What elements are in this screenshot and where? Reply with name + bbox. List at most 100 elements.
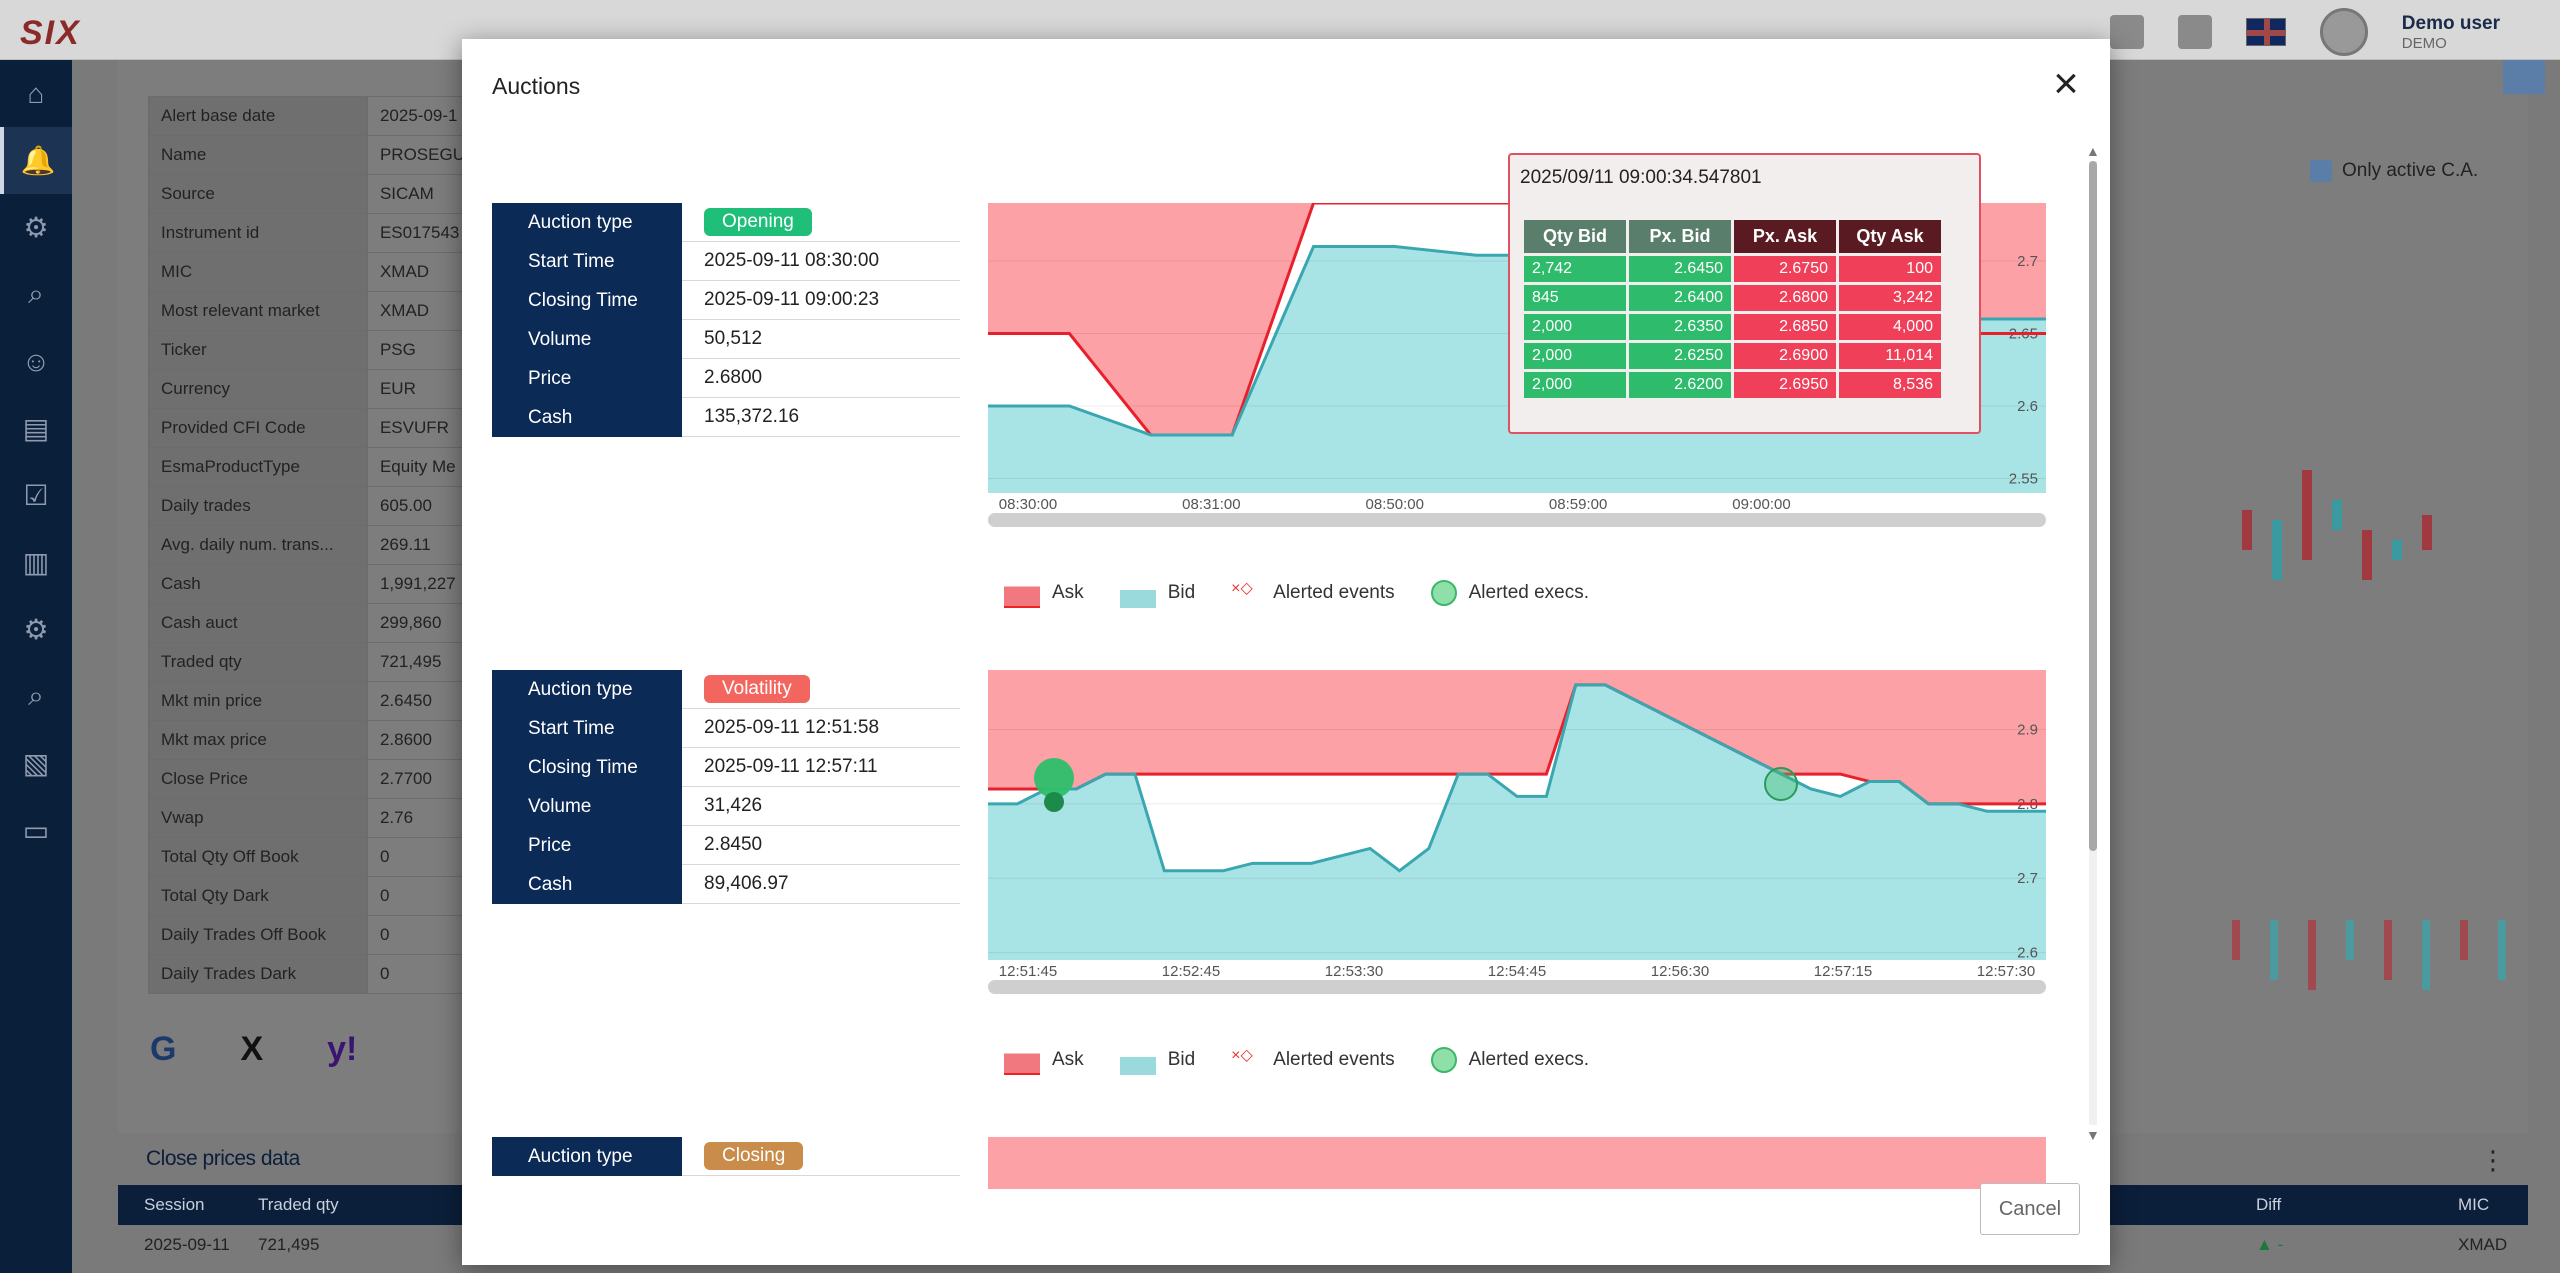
chart-legend: Ask Bid ×◇ Alerted events Alerted execs. [1004,578,1625,608]
home-icon[interactable]: ⌂ [27,77,45,109]
legend-bid[interactable]: Bid [1119,578,1196,608]
documents-icon[interactable] [2109,15,2144,49]
volume-bar [2346,920,2354,960]
modal-scrollbar[interactable]: ▲ ▼ [2086,143,2100,1143]
legend-ask[interactable]: Ask [1004,1045,1084,1075]
field-value: 2.6450 [366,681,479,721]
table-row: Cash 1,991,227 [148,564,479,604]
field-label: Daily Trades Off Book [148,915,368,955]
chart-legend: Ask Bid ×◇ Alerted events Alerted execs. [1004,1045,1625,1075]
bar-chart-icon[interactable]: ▥ [22,547,50,578]
legend-bid-label: Bid [1167,1049,1196,1070]
cash-value: 135,372.16 [682,398,960,437]
candle [2392,540,2402,560]
tooltip-header: Px. Bid [1629,220,1731,253]
tooltip-cell: 2.6450 [1629,256,1731,282]
yahoo-icon[interactable]: y! [327,1030,358,1068]
x-tick-label: 12:57:30 [1977,963,2035,980]
volume-value: 31,426 [682,787,960,826]
x-tick-label: 08:59:00 [1549,496,1607,513]
field-value: 2.76 [366,798,479,838]
label-closing-time: Closing Time [492,281,682,320]
cell-traded-qty: 721,495 [258,1235,320,1254]
expand-icon[interactable] [2503,60,2545,94]
volume-bar [2460,920,2468,960]
alerts-icon[interactable]: 🔔 [0,127,72,194]
alerted-execs-icon [1430,580,1457,606]
auction-chart-volatility[interactable]: 2.6 2.7 2.8 2.9 12:51:45 12:52:45 12:53:30 12:5… [988,670,2046,1000]
label-start-time: Start Time [492,709,682,748]
y-tick-label: 2.7 [2017,253,2038,270]
x-tick-label: 08:50:00 [1366,496,1424,513]
monitor-chart-icon[interactable]: ▭ [22,815,50,846]
column-header-diff[interactable]: Diff [2256,1195,2282,1214]
bid-line [988,683,2046,873]
apps-grid-icon[interactable] [2177,15,2212,49]
table-row: Daily Trades Dark 0 [148,954,479,994]
alerted-execs-icon [1430,1047,1457,1073]
document-icon[interactable]: ▤ [22,413,50,444]
field-label: Source [148,174,368,214]
google-icon[interactable]: G [150,1030,177,1068]
x-icon[interactable]: X [240,1030,264,1068]
legend-bid[interactable]: Bid [1119,1045,1196,1075]
column-header-mic[interactable]: MIC [2458,1195,2490,1214]
checklist-icon[interactable]: ☑ [23,480,49,511]
volume-bar [2270,920,2278,980]
auction-chart-closing[interactable] [988,1137,2046,1189]
legend-alerted-execs[interactable]: Alerted execs. [1430,580,1589,606]
table-row[interactable]: 2025-09-11 721,495 ▲ - XMAD [118,1225,2528,1265]
column-header-session[interactable]: Session [144,1195,205,1214]
field-value: XMAD [366,252,479,292]
volume-value: 50,512 [682,320,960,359]
user-info[interactable]: Demo user DEMO [2402,13,2500,52]
chart-search-icon[interactable]: ⌕ [28,680,44,711]
legend-alerted-execs[interactable]: Alerted execs. [1430,1047,1589,1073]
tooltip-header: Qty Bid [1524,220,1626,253]
alert-details-table: Alert base date 2025-09-1 Name PROSEGU Sourc… [148,96,479,994]
field-label: Total Qty Dark [148,876,368,916]
uk-flag-icon[interactable] [2245,18,2286,46]
file-search-icon[interactable]: ▧ [22,748,50,779]
field-value: PSG [366,330,479,370]
scroll-thumb[interactable] [2089,161,2097,851]
close-icon[interactable]: × [2053,59,2079,108]
scroll-down-icon[interactable]: ▼ [2086,1127,2100,1143]
x-tick-label: 12:52:45 [1162,963,1220,980]
legend-bid-label: Bid [1167,582,1196,603]
cancel-button[interactable]: Cancel [1980,1183,2080,1235]
auction-closing: Auction type Closing [492,1137,2062,1189]
legend-ask[interactable]: Ask [1004,578,1084,608]
table-row: Total Qty Off Book 0 [148,837,479,877]
label-cash: Cash [492,865,682,904]
users-icon[interactable]: ☺ [21,345,51,377]
table-row: 2,000 2.6250 2.6900 11,014 [1524,343,1941,369]
alerted-exec-marker [1034,758,1074,798]
checkbox-icon[interactable] [2310,160,2332,182]
label-auction-type: Auction type [492,1137,682,1176]
six-logo[interactable]: SIX [20,14,81,52]
x-tick-label: 12:51:45 [999,963,1057,980]
volume-bar [2384,920,2392,980]
tooltip-cell: 11,014 [1839,343,1941,369]
table-row: Vwap 2.76 [148,798,479,838]
user-settings-icon[interactable]: ⚙ [23,614,49,645]
only-active-checkbox[interactable]: Only active C.A. [2310,160,2478,182]
column-header-traded-qty[interactable]: Traded qty [258,1195,339,1214]
user-search-icon[interactable]: ⌕ [28,278,44,309]
avatar[interactable] [2319,8,2368,56]
alerted-events-icon: ×◇ [1231,580,1253,597]
more-options-icon[interactable]: ⋮ [2480,1145,2506,1175]
settings-icon[interactable]: ⚙ [23,212,49,243]
legend-alerted-events[interactable]: ×◇ Alerted events [1231,578,1394,608]
tooltip-timestamp: 2025/09/11 09:00:34.547801 [1520,167,1762,188]
scroll-up-icon[interactable]: ▲ [2086,143,2100,159]
table-row: Avg. daily num. trans... 269.11 [148,525,479,565]
label-start-time: Start Time [492,242,682,281]
auction-type-badge: Volatility [704,675,810,703]
order-book-chart[interactable]: 2.62.72.82.912:51:45 12:52:45 12:53:30 12:5… [988,670,2046,1000]
field-value: ESVUFR [366,408,479,448]
x-tick-label: 12:57:15 [1814,963,1872,980]
field-value: 2.7700 [366,759,479,799]
legend-alerted-events[interactable]: ×◇ Alerted events [1231,1045,1394,1075]
